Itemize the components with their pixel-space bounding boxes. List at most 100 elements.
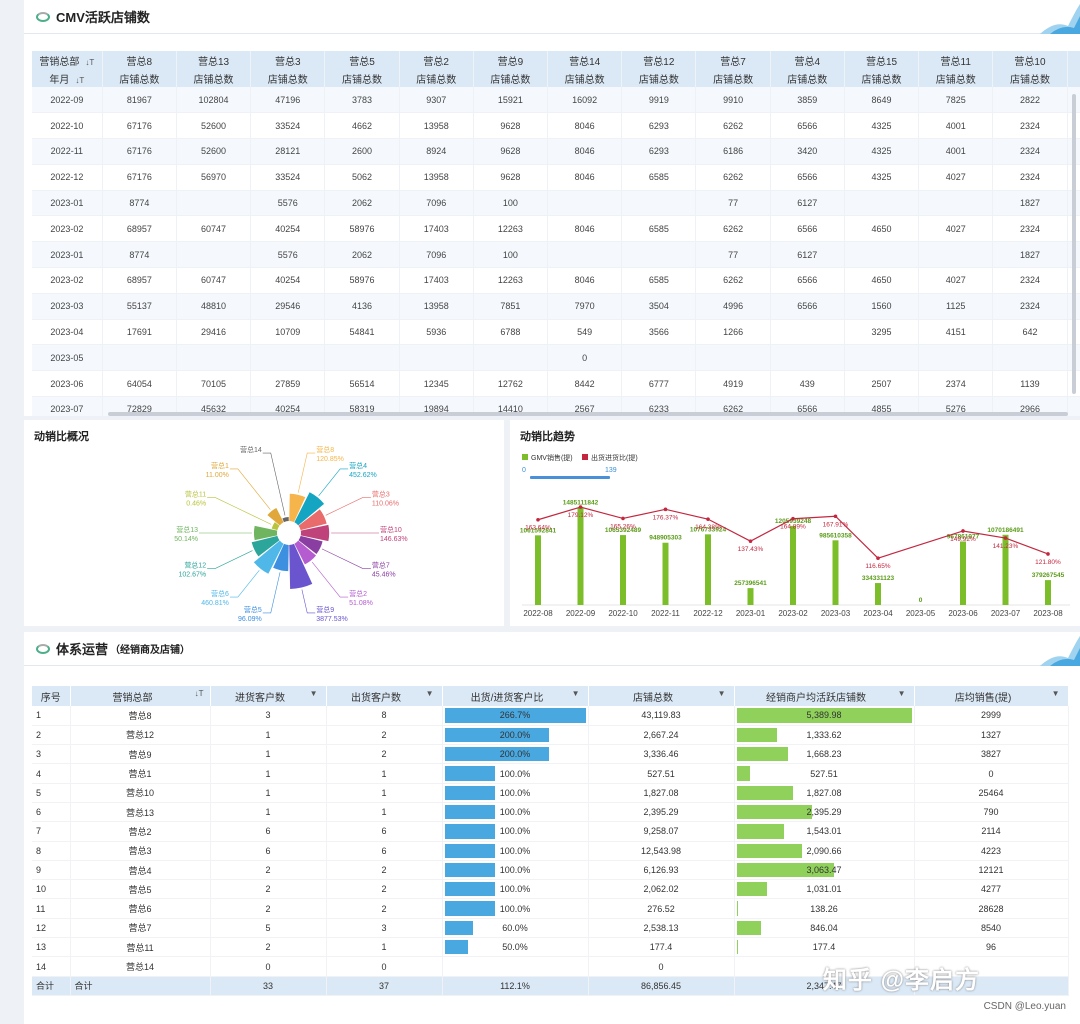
ratio-point[interactable] — [621, 516, 625, 521]
dropdown-caret-icon[interactable]: ▼ — [571, 688, 580, 698]
pie-slice[interactable] — [273, 543, 289, 572]
pie-slice[interactable] — [282, 517, 289, 523]
gmv-bar-label: 1061592841 — [520, 527, 557, 534]
store-count-cell: 8046 — [547, 215, 623, 243]
ratio-point[interactable] — [876, 556, 880, 560]
dropdown-caret-icon[interactable]: ▼ — [309, 688, 318, 698]
row-number-cell: 8 — [32, 841, 71, 861]
dept-col-header[interactable]: 营总4 — [770, 51, 845, 69]
ratio-point[interactable] — [791, 516, 795, 521]
ratio-point[interactable] — [706, 517, 710, 521]
pie-slice[interactable] — [298, 535, 323, 555]
gmv-bar[interactable] — [535, 535, 541, 605]
dept-col-header[interactable]: 营总2 — [399, 51, 474, 69]
store-count-cell: 8774 — [102, 190, 177, 217]
store-count-cell: 7851 — [473, 293, 549, 320]
col-header-sales[interactable]: 店均销售(提) ▼ — [914, 686, 1069, 706]
dept-col-header[interactable]: 营总7 — [695, 51, 771, 69]
pie-slice[interactable] — [271, 522, 280, 531]
horizontal-scrollbar[interactable] — [108, 412, 1068, 416]
gmv-bar[interactable] — [577, 507, 584, 605]
col-header-no[interactable]: 序号 — [32, 686, 71, 706]
avg-stores-cell-value: 2,395.29 — [806, 807, 842, 818]
ratio-point[interactable] — [1046, 552, 1050, 556]
ratio-point[interactable] — [663, 507, 668, 512]
dropdown-caret-icon[interactable]: ▼ — [1051, 688, 1060, 698]
store-count-cell: 4136 — [324, 293, 400, 320]
dept-col-header[interactable]: 营总8 — [102, 51, 177, 69]
pie-slice[interactable] — [300, 524, 330, 542]
dropdown-caret-icon[interactable]: ▼ — [717, 688, 726, 698]
pie-slice[interactable] — [294, 540, 317, 565]
col-header-ratio[interactable]: 出货/进货客户比 ▼ — [442, 686, 589, 706]
gmv-bar[interactable] — [1002, 534, 1009, 605]
dropdown-caret-icon[interactable]: ▼ — [897, 688, 906, 698]
gmv-bar[interactable] — [747, 588, 754, 605]
dept-col-header[interactable]: 营总15 — [844, 51, 920, 69]
ratio-point-label: 165.26% — [610, 523, 636, 530]
pie-slice[interactable] — [298, 509, 327, 531]
sort-icon[interactable]: ↓T — [85, 57, 95, 67]
pie-slice[interactable] — [253, 525, 278, 541]
vertical-scrollbar[interactable] — [1072, 94, 1076, 394]
gmv-bar[interactable] — [620, 535, 626, 605]
ratio-point[interactable] — [961, 529, 965, 533]
ratio-point[interactable] — [536, 517, 540, 522]
ratio-point[interactable] — [748, 539, 753, 543]
store-count-cell: 60747 — [176, 215, 252, 243]
dept-col-header[interactable]: 营总3 — [250, 51, 326, 69]
avg-stores-cell-value: 1,543.01 — [806, 826, 842, 837]
gmv-bar[interactable] — [960, 541, 966, 605]
pie-slice[interactable] — [253, 540, 284, 574]
store-count-cell — [250, 344, 326, 372]
store-count-cell: 8046 — [547, 112, 623, 140]
store-count-cell: 7096 — [399, 190, 474, 217]
dept-col-header[interactable]: 营总10 — [992, 51, 1068, 69]
dept-cell: 营总10 — [70, 783, 211, 803]
zoom-slider[interactable] — [530, 476, 610, 479]
store-count-cell: 1125 — [918, 293, 994, 320]
dept-col-header[interactable]: 营总14 — [547, 51, 623, 69]
dept-col-header[interactable]: 营总11 — [918, 51, 994, 69]
col-header-in[interactable]: 进货客户数 ▼ — [210, 686, 327, 706]
gmv-bar[interactable] — [705, 534, 711, 605]
pie-slice[interactable] — [289, 493, 306, 523]
gmv-bar[interactable] — [790, 525, 796, 605]
pie-slice[interactable] — [267, 507, 284, 526]
corner-month-header[interactable]: 年月 ↓T — [32, 69, 103, 87]
col-header-stores[interactable]: 店铺总数 ▼ — [588, 686, 735, 706]
pie-leader-line — [229, 468, 271, 510]
gmv-bar[interactable] — [662, 542, 669, 605]
legend-bar-label[interactable]: GMV销售(提) — [531, 453, 573, 462]
ratio-point[interactable] — [1003, 536, 1008, 540]
corner-dept-header[interactable]: 营销总部 ↓T — [32, 51, 103, 69]
store-count-subheader: 店铺总数 — [399, 69, 474, 87]
month-cell: 2022-10 — [32, 112, 103, 140]
sort-icon[interactable]: ↓T — [75, 75, 85, 85]
col-header-out[interactable]: 出货客户数 ▼ — [326, 686, 443, 706]
pie-slice[interactable] — [294, 492, 325, 526]
dept-col-header[interactable]: 营总6 — [1067, 51, 1080, 69]
col-header-avg[interactable]: 经销商户均活跃店铺数 ▼ — [734, 686, 915, 706]
active-stores-table-panel: 营销总部 ↓T 营总8 营总13 营总3 营总5 营总2 营总9 营总14 营总12 营总7 营总4… — [24, 34, 1080, 416]
dept-col-header[interactable]: 营总13 — [176, 51, 252, 69]
ratio-point[interactable] — [578, 505, 583, 509]
table-row: 4 营总1 1 1 100.0% 527.51 527.51 0 — [32, 763, 1069, 784]
pie-slice[interactable] — [289, 543, 313, 589]
ratio-point[interactable] — [833, 514, 838, 519]
gmv-bar[interactable] — [832, 540, 839, 605]
dropdown-caret-icon[interactable]: ▼ — [425, 688, 434, 698]
pie-slice[interactable] — [251, 535, 280, 557]
dept-col-header[interactable]: 营总12 — [621, 51, 697, 69]
sort-icon[interactable]: ↓T — [194, 688, 204, 698]
ratio-cell: 100.0% — [442, 898, 589, 919]
gmv-bar[interactable] — [875, 583, 881, 605]
store-count-cell: 6566 — [770, 396, 845, 416]
legend-line-label[interactable]: 出货进货比(提) — [591, 453, 638, 462]
col-header-dept[interactable]: 营销总部 ↓T — [70, 686, 211, 706]
dept-col-header[interactable]: 营总5 — [324, 51, 400, 69]
dept-col-header[interactable]: 营总9 — [473, 51, 549, 69]
x-tick-label: 2022-12 — [693, 609, 723, 618]
gmv-bar[interactable] — [1045, 580, 1051, 605]
ratio-line[interactable] — [537, 506, 1049, 559]
